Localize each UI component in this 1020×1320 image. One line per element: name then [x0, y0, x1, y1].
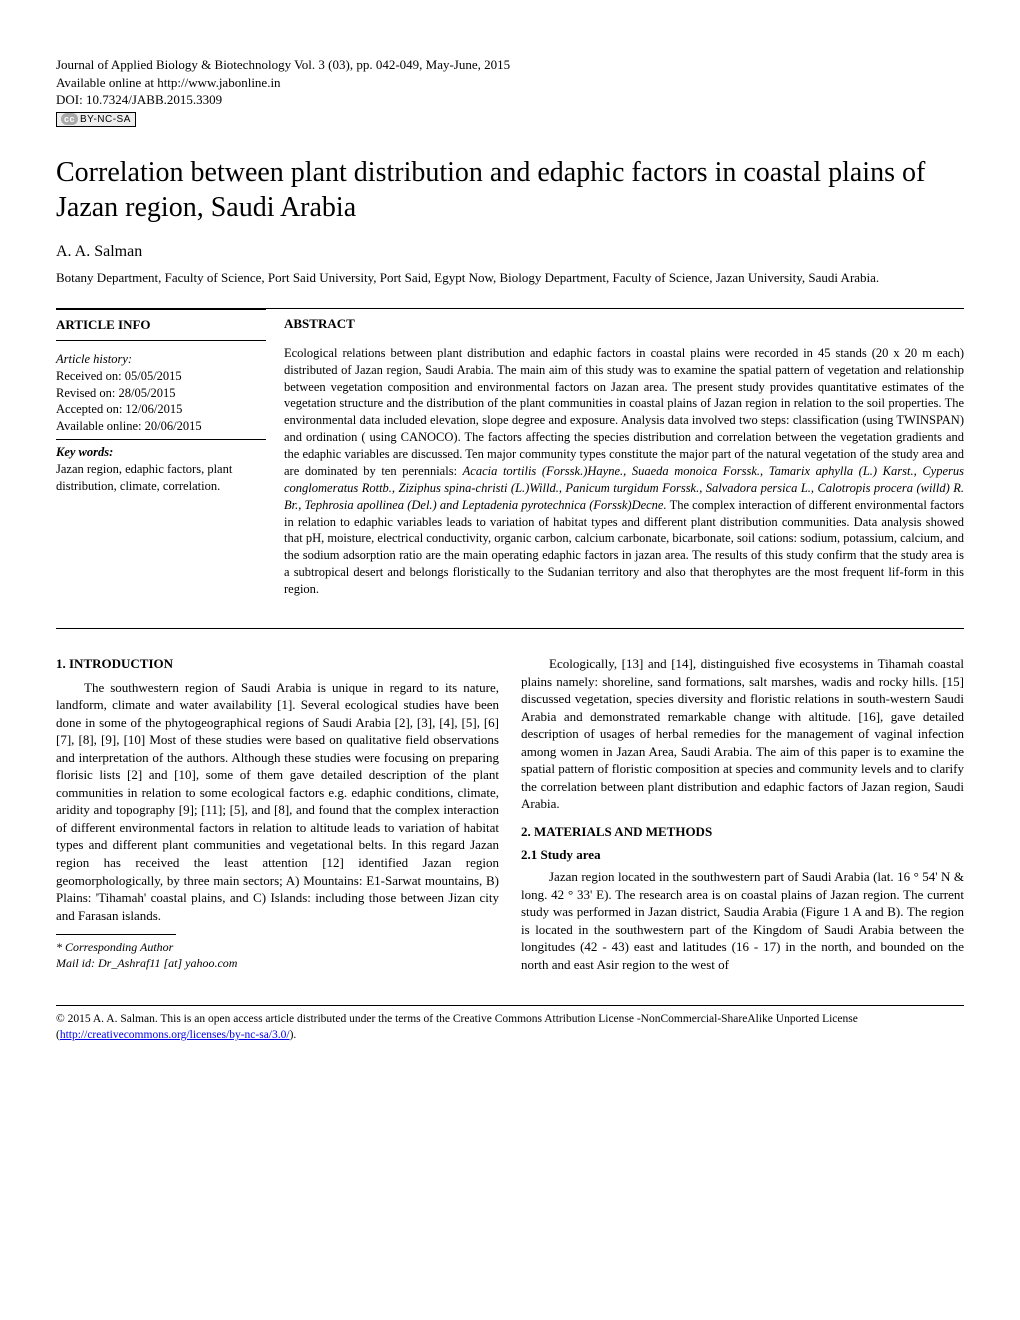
- body-columns: 1. INTRODUCTION The southwestern region …: [56, 655, 964, 977]
- online-line: Available online at http://www.jabonline…: [56, 74, 964, 92]
- abstract-post: The complex interaction of different env…: [284, 498, 964, 596]
- history-received: Received on: 05/05/2015: [56, 368, 266, 385]
- corresponding-mail: Mail id: Dr_Ashraf11 [at] yahoo.com: [56, 955, 499, 971]
- corresponding-author: * Corresponding Author Mail id: Dr_Ashra…: [56, 939, 499, 971]
- article-title: Correlation between plant distribution a…: [56, 155, 964, 225]
- intro-paragraph-1: The southwestern region of Saudi Arabia …: [56, 679, 499, 925]
- footer-text-post: ).: [290, 1029, 297, 1041]
- keywords-text: Jazan region, edaphic factors, plant dis…: [56, 461, 266, 495]
- journal-header: Journal of Applied Biology & Biotechnolo…: [56, 56, 964, 127]
- corresponding-label: * Corresponding Author: [56, 939, 499, 955]
- keywords-label: Key words:: [56, 444, 266, 461]
- history-accepted: Accepted on: 12/06/2015: [56, 401, 266, 418]
- rule-bottom: [56, 628, 964, 629]
- license-link[interactable]: http://creativecommons.org/licenses/by-n…: [60, 1029, 290, 1041]
- corresponding-separator: [56, 934, 176, 935]
- history-label: Article history:: [56, 351, 266, 368]
- abstract-pre: Ecological relations between plant distr…: [284, 346, 964, 478]
- info-abstract-block: ARTICLE INFO Article history: Received o…: [56, 309, 964, 598]
- history-revised: Revised on: 28/05/2015: [56, 385, 266, 402]
- introduction-heading: 1. INTRODUCTION: [56, 655, 499, 673]
- article-history: Article history: Received on: 05/05/2015…: [56, 347, 266, 440]
- journal-line: Journal of Applied Biology & Biotechnolo…: [56, 56, 964, 74]
- license-footer: © 2015 A. A. Salman. This is an open acc…: [56, 1005, 964, 1043]
- doi-line: DOI: 10.7324/JABB.2015.3309: [56, 91, 964, 109]
- article-info-column: ARTICLE INFO Article history: Received o…: [56, 309, 266, 598]
- article-info-heading: ARTICLE INFO: [56, 309, 266, 341]
- abstract-column: ABSTRACT Ecological relations between pl…: [284, 309, 964, 598]
- study-area-paragraph: Jazan region located in the southwestern…: [521, 868, 964, 973]
- keywords-block: Key words: Jazan region, edaphic factors…: [56, 440, 266, 499]
- history-online: Available online: 20/06/2015: [56, 418, 266, 435]
- intro-paragraph-2: Ecologically, [13] and [14], distinguish…: [521, 655, 964, 813]
- study-area-heading: 2.1 Study area: [521, 846, 964, 864]
- abstract-heading: ABSTRACT: [284, 309, 964, 339]
- cc-text: BY-NC-SA: [80, 114, 131, 125]
- abstract-text: Ecological relations between plant distr…: [284, 345, 964, 598]
- author-name: A. A. Salman: [56, 241, 964, 263]
- cc-license-badge: ccBY-NC-SA: [56, 112, 136, 128]
- author-affiliation: Botany Department, Faculty of Science, P…: [56, 269, 964, 287]
- materials-methods-heading: 2. MATERIALS AND METHODS: [521, 823, 964, 841]
- cc-icon: cc: [61, 113, 78, 125]
